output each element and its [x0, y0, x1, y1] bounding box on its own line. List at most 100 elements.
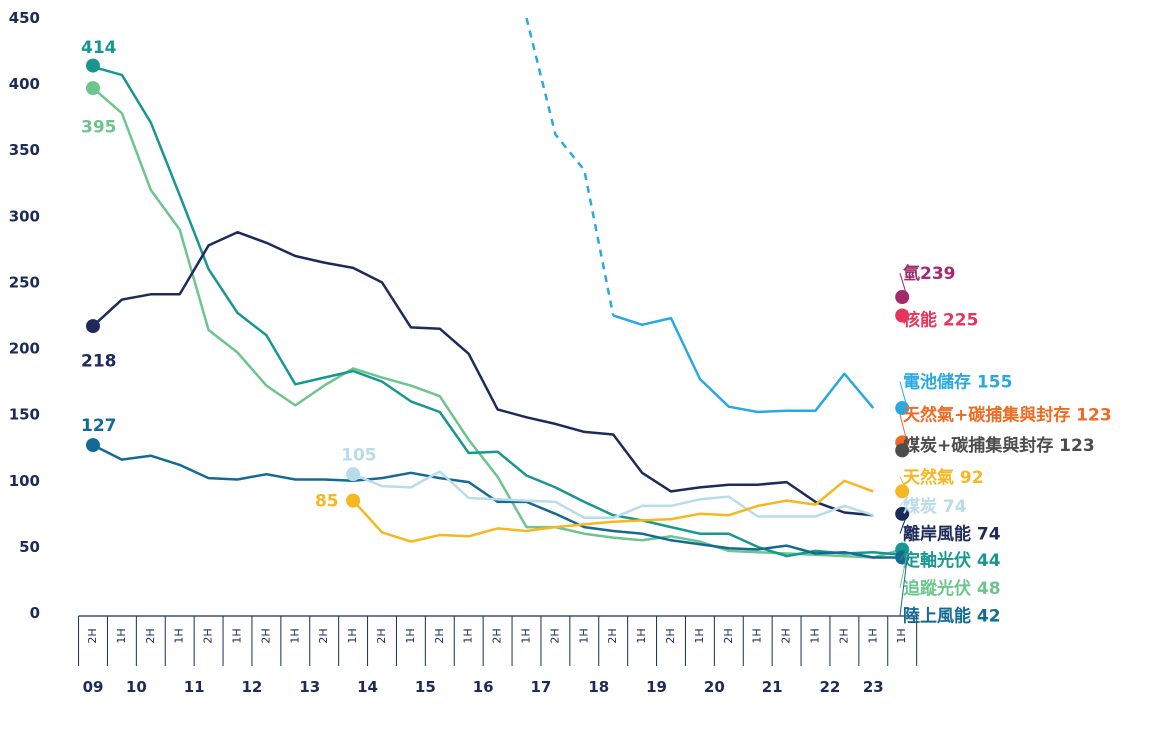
year-label-10: 10	[126, 678, 147, 696]
year-label-12: 12	[242, 678, 263, 696]
end-label-name: 陸上風能	[903, 606, 977, 627]
half-year-label: 1H	[231, 628, 244, 643]
end-label-name: 氫	[903, 263, 920, 284]
leader-line-氫	[899, 273, 908, 298]
start-value-label-218: 218	[81, 351, 117, 371]
end-label-定軸光伏: 定軸光伏 44	[903, 550, 1001, 571]
x-axis: 2H 1H 2H 1H 2H 1H 2H 1H 2H 1H 2H 1H 2H 1H 2H 1H 2H 1H 2H 1H…	[78, 615, 918, 696]
half-year-label: 2H	[606, 628, 619, 643]
end-label-value: 155	[977, 373, 1013, 393]
series-line-離岸風能	[92, 230, 874, 517]
year-label-09: 09	[83, 678, 104, 696]
year-label-11: 11	[184, 678, 205, 696]
half-year-label: 2H	[433, 628, 446, 643]
leader-line-天然氣	[899, 476, 908, 492]
series-markers: 414 395 218 127 105 85	[81, 38, 910, 565]
year-label-21: 21	[762, 678, 783, 696]
y-tick-label-100: 100	[9, 472, 40, 490]
y-tick-label-300: 300	[9, 207, 40, 225]
start-value-label-127: 127	[81, 416, 117, 436]
end-label-name: 追蹤光伏	[903, 578, 977, 599]
year-label-20: 20	[704, 678, 725, 696]
half-year-label: 2H	[317, 628, 330, 643]
year-label-18: 18	[588, 678, 609, 696]
series-line-定軸光伏	[92, 65, 903, 558]
year-label-22: 22	[820, 678, 841, 696]
end-label-name: 煤炭	[903, 496, 943, 517]
y-tick-label-0: 0	[30, 604, 40, 622]
start-value-label-105: 105	[341, 445, 377, 465]
start-value-label-85: 85	[315, 492, 339, 512]
leader-line-定軸光伏	[899, 549, 908, 561]
half-year-label: 1H	[173, 628, 186, 643]
end-label-value: 44	[977, 551, 1001, 571]
y-tick-label-50: 50	[19, 538, 40, 556]
end-label-name: 核能	[903, 309, 943, 330]
end-label-name: 離岸風能	[903, 524, 977, 545]
half-year-label: 1H	[577, 628, 590, 643]
series-line-陸上風能	[92, 443, 903, 559]
half-year-label: 1H	[751, 628, 764, 643]
end-label-追蹤光伏: 追蹤光伏 48	[903, 578, 1001, 599]
half-year-label: 1H	[520, 628, 533, 643]
leader-line-離岸風能	[899, 513, 908, 534]
end-marker-155	[895, 401, 910, 416]
end-label-name: 天然氣+碳捕集與封存	[903, 405, 1076, 426]
y-tick-label-450: 450	[9, 9, 40, 27]
year-label-13: 13	[299, 678, 320, 696]
half-year-label: 1H	[462, 628, 475, 643]
end-label-value: 74	[943, 497, 967, 517]
start-value-label-414: 414	[81, 38, 117, 58]
year-label-16: 16	[473, 678, 494, 696]
end-marker-123	[895, 443, 910, 458]
end-label-name: 定軸光伏	[903, 550, 977, 571]
end-label-value: 239	[920, 264, 956, 284]
year-label-19: 19	[646, 678, 667, 696]
end-labels: 氫239 核能 225 電池儲存 155 天然氣+碳捕集與封存 123 煤炭+碳捕集與封…	[899, 263, 1112, 627]
series-line-電池儲存-dashed	[525, 17, 615, 316]
half-year-label: 2H	[259, 628, 272, 643]
leader-line-追蹤光伏	[899, 553, 908, 588]
half-year-label: 1H	[809, 628, 822, 643]
start-marker-105	[346, 467, 361, 482]
end-marker-225	[895, 308, 910, 323]
end-label-煤炭+碳捕集與封存: 煤炭+碳捕集與封存 123	[903, 435, 1095, 456]
half-year-label: 2H	[491, 628, 504, 643]
year-label-15: 15	[415, 678, 436, 696]
end-label-氫: 氫239	[903, 263, 956, 284]
y-axis: 0 50 100 150 200 250 300 350 400 450	[9, 9, 40, 622]
end-label-陸上風能: 陸上風能 42	[903, 606, 1001, 627]
half-year-label: 2H	[664, 628, 677, 643]
y-tick-label-400: 400	[9, 75, 40, 93]
leader-line-煤炭+碳捕集與封存	[899, 444, 908, 451]
end-label-核能: 核能 225	[903, 309, 978, 330]
half-year-label: 1H	[866, 628, 879, 643]
end-label-value: 92	[960, 468, 984, 488]
half-year-label: 2H	[144, 628, 157, 643]
year-label-14: 14	[357, 678, 378, 696]
series-line-追蹤光伏	[92, 87, 903, 559]
half-year-label: 1H	[635, 628, 648, 643]
half-year-label: 2H	[548, 628, 561, 643]
half-year-label: 1H	[115, 628, 128, 643]
end-label-天然氣: 天然氣 92	[903, 467, 984, 488]
year-label-17: 17	[531, 678, 552, 696]
leader-line-天然氣+碳捕集與封存	[899, 414, 908, 443]
y-tick-label-250: 250	[9, 273, 40, 291]
end-label-name: 天然氣	[903, 467, 960, 488]
start-marker-127	[86, 438, 100, 453]
series-line-天然氣	[352, 479, 874, 543]
end-label-name: 電池儲存	[903, 372, 977, 393]
start-marker-85	[346, 493, 361, 508]
half-year-label: 2H	[837, 628, 850, 643]
end-label-value: 42	[977, 607, 1001, 627]
end-label-天然氣+碳捕集與封存: 天然氣+碳捕集與封存 123	[903, 405, 1112, 426]
year-label-23: 23	[863, 678, 884, 696]
leader-line-電池儲存	[899, 381, 908, 409]
end-label-離岸風能: 離岸風能 74	[903, 524, 1001, 545]
end-label-value: 48	[977, 579, 1001, 599]
leader-line-陸上風能	[899, 557, 908, 616]
series-line-電池儲存	[612, 314, 875, 414]
leader-line-核能	[899, 315, 908, 320]
